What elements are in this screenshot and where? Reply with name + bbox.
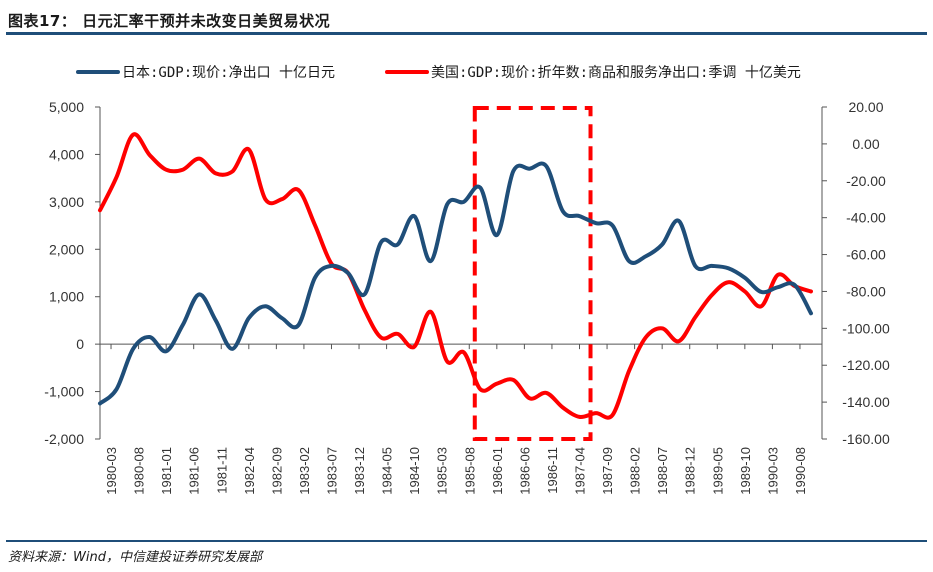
x-tick-label: 1988-02 xyxy=(628,447,643,495)
us-net-exports-line xyxy=(98,132,813,420)
left-y-tick-label: -2,000 xyxy=(44,431,84,447)
x-tick-label: 1986-11 xyxy=(545,447,560,494)
x-tick-label: 1989-05 xyxy=(710,447,725,495)
series-layer xyxy=(98,132,813,420)
chart-figure-title: 图表17： 日元汇率干预并未改变日美贸易状况 xyxy=(8,12,331,30)
x-tick-label: 1980-08 xyxy=(132,447,147,495)
chart-area: 日本:GDP:现价:净出口 十亿日元 美国:GDP:现价:折年数:商品和服务净出口… xyxy=(44,65,890,495)
x-tick-label: 1981-01 xyxy=(159,447,174,495)
x-tick-label: 1981-11 xyxy=(214,447,229,494)
japan-net-exports-line xyxy=(98,161,813,406)
chart-axes: -2,000 -1,000 0 1,000 2,000 3,000 4,000 5,000 -1… xyxy=(44,99,890,495)
right-y-tick-label: 20.00 xyxy=(848,99,883,115)
legend-item-us: 美国:GDP:现价:折年数:商品和服务净出口:季调 十亿美元 xyxy=(385,65,801,81)
data-source-note: 资料来源：Wind，中信建投证券研究发展部 xyxy=(8,550,262,565)
x-tick-label: 1989-10 xyxy=(738,447,753,495)
left-y-tick-label: 0 xyxy=(76,336,84,352)
left-y-tick-label: 5,000 xyxy=(49,99,84,115)
x-tick-label: 1990-03 xyxy=(765,447,780,495)
right-y-tick-label: -60.00 xyxy=(846,247,886,263)
right-y-tick-label: -20.00 xyxy=(846,173,886,189)
highlight-layer xyxy=(472,106,593,441)
chart-header: 图表17： 日元汇率干预并未改变日美贸易状况 xyxy=(6,4,927,35)
x-tick-label: 1981-06 xyxy=(187,447,202,495)
left-y-tick-label: 2,000 xyxy=(49,241,84,257)
x-tick-label: 1984-05 xyxy=(380,447,395,495)
right-y-tick-label: -100.00 xyxy=(842,320,890,336)
x-tick-label: 1980-03 xyxy=(104,447,119,495)
legend-label: 日本:GDP:现价:净出口 十亿日元 xyxy=(122,65,335,81)
x-tick-label: 1986-06 xyxy=(517,447,532,495)
x-tick-label: 1986-01 xyxy=(490,447,505,495)
x-tick-label: 1983-07 xyxy=(324,447,339,495)
right-y-tick-label: -80.00 xyxy=(846,283,886,299)
x-tick-label: 1985-03 xyxy=(435,447,450,495)
x-tick-label: 1990-08 xyxy=(793,447,808,495)
right-y-tick-label: -160.00 xyxy=(842,431,890,447)
x-tick-label: 1982-04 xyxy=(242,447,257,495)
left-y-tick-label: 4,000 xyxy=(49,146,84,162)
left-y-tick-label: -1,000 xyxy=(44,384,84,400)
legend-item-japan: 日本:GDP:现价:净出口 十亿日元 xyxy=(76,65,335,81)
left-y-tick-label: 1,000 xyxy=(49,289,84,305)
x-tick-label: 1985-08 xyxy=(462,447,477,495)
x-tick-label: 1982-09 xyxy=(269,447,284,495)
x-tick-label: 1987-04 xyxy=(572,447,587,495)
left-y-tick-label: 3,000 xyxy=(49,194,84,210)
title-divider xyxy=(6,32,927,35)
right-y-tick-label: -140.00 xyxy=(842,394,890,410)
right-y-tick-label: -120.00 xyxy=(842,357,890,373)
x-tick-label: 1988-12 xyxy=(683,447,698,495)
x-tick-label: 1988-07 xyxy=(655,447,670,495)
x-tick-label: 1987-09 xyxy=(600,447,615,495)
legend-label: 美国:GDP:现价:折年数:商品和服务净出口:季调 十亿美元 xyxy=(431,65,801,81)
x-tick-label: 1983-02 xyxy=(297,447,312,495)
right-y-tick-label: 0.00 xyxy=(852,136,879,152)
footer-divider xyxy=(6,540,927,542)
highlight-dashed-box xyxy=(472,106,593,441)
x-tick-label: 1983-12 xyxy=(352,447,367,495)
us-points xyxy=(99,134,812,417)
x-tick-label: 1984-10 xyxy=(407,447,422,495)
chart-legend: 日本:GDP:现价:净出口 十亿日元 美国:GDP:现价:折年数:商品和服务净出口… xyxy=(76,65,801,81)
japan-points xyxy=(99,166,812,404)
right-y-tick-label: -40.00 xyxy=(846,210,886,226)
